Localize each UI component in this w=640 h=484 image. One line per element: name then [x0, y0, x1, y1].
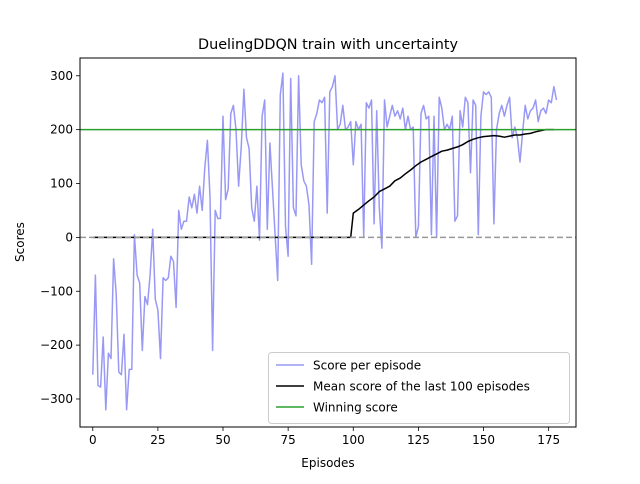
legend-label-mean: Mean score of the last 100 episodes: [313, 380, 530, 394]
legend-box: [268, 352, 570, 424]
legend-label-winning: Winning score: [313, 401, 398, 415]
x-tick-label: 100: [342, 433, 365, 447]
plot-frame: [79, 57, 577, 428]
x-tick-label: 75: [281, 433, 296, 447]
y-tick-label: 0: [65, 230, 73, 244]
legend-label-score: Score per episode: [313, 359, 421, 373]
y-tick-label: 100: [50, 177, 73, 191]
x-tick-label: 50: [215, 433, 230, 447]
plot-layer: [80, 72, 576, 411]
x-tick-label: 150: [472, 433, 495, 447]
y-tick-label: −300: [40, 392, 73, 406]
series-line-score-per-episode: [92, 72, 558, 411]
x-tick-label: 0: [89, 433, 97, 447]
chart-title: DuelingDDQN train with uncertainty: [198, 37, 458, 53]
x-tick-label: 175: [537, 433, 560, 447]
x-tick-label: 25: [150, 433, 165, 447]
y-axis-label: Scores: [13, 222, 27, 262]
series-line-mean-score: [92, 128, 554, 239]
y-tick-label: −100: [40, 284, 73, 298]
y-tick-label: 200: [50, 123, 73, 137]
x-axis-label: Episodes: [301, 456, 354, 470]
legend: Score per episode Mean score of the last…: [268, 352, 570, 424]
y-axis: −300 −200 −100 0 100 200 300: [40, 69, 80, 406]
y-tick-label: −200: [40, 338, 73, 352]
x-tick-label: 125: [407, 433, 430, 447]
y-tick-label: 300: [50, 69, 73, 83]
x-axis: 0 25 50 75 100 125 150 175: [89, 427, 560, 447]
